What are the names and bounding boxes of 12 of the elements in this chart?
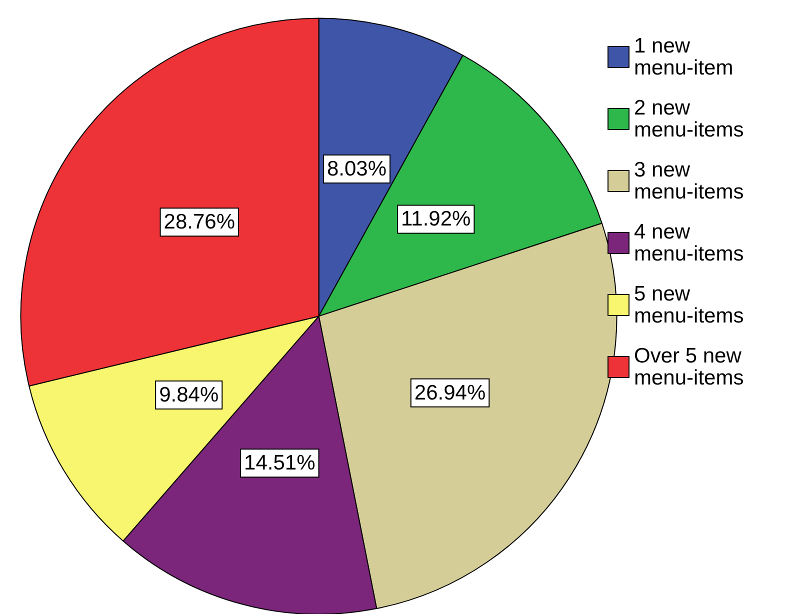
data-label: 14.51% [244,452,316,475]
legend-label: 5 new menu-items [634,282,744,328]
data-label: 9.84% [159,384,219,407]
data-label: 26.94% [414,381,486,404]
legend-label: 1 new menu-item [634,34,734,80]
data-label: 11.92% [401,208,471,231]
data-label: 28.76% [164,210,236,234]
legend-label: 3 new menu-items [634,158,744,204]
legend-label: 2 new menu-items [634,96,744,142]
data-label: 8.03% [326,158,387,181]
legend-label: 4 new menu-items [634,220,744,266]
legend-label: Over 5 new menu-items [634,344,748,390]
